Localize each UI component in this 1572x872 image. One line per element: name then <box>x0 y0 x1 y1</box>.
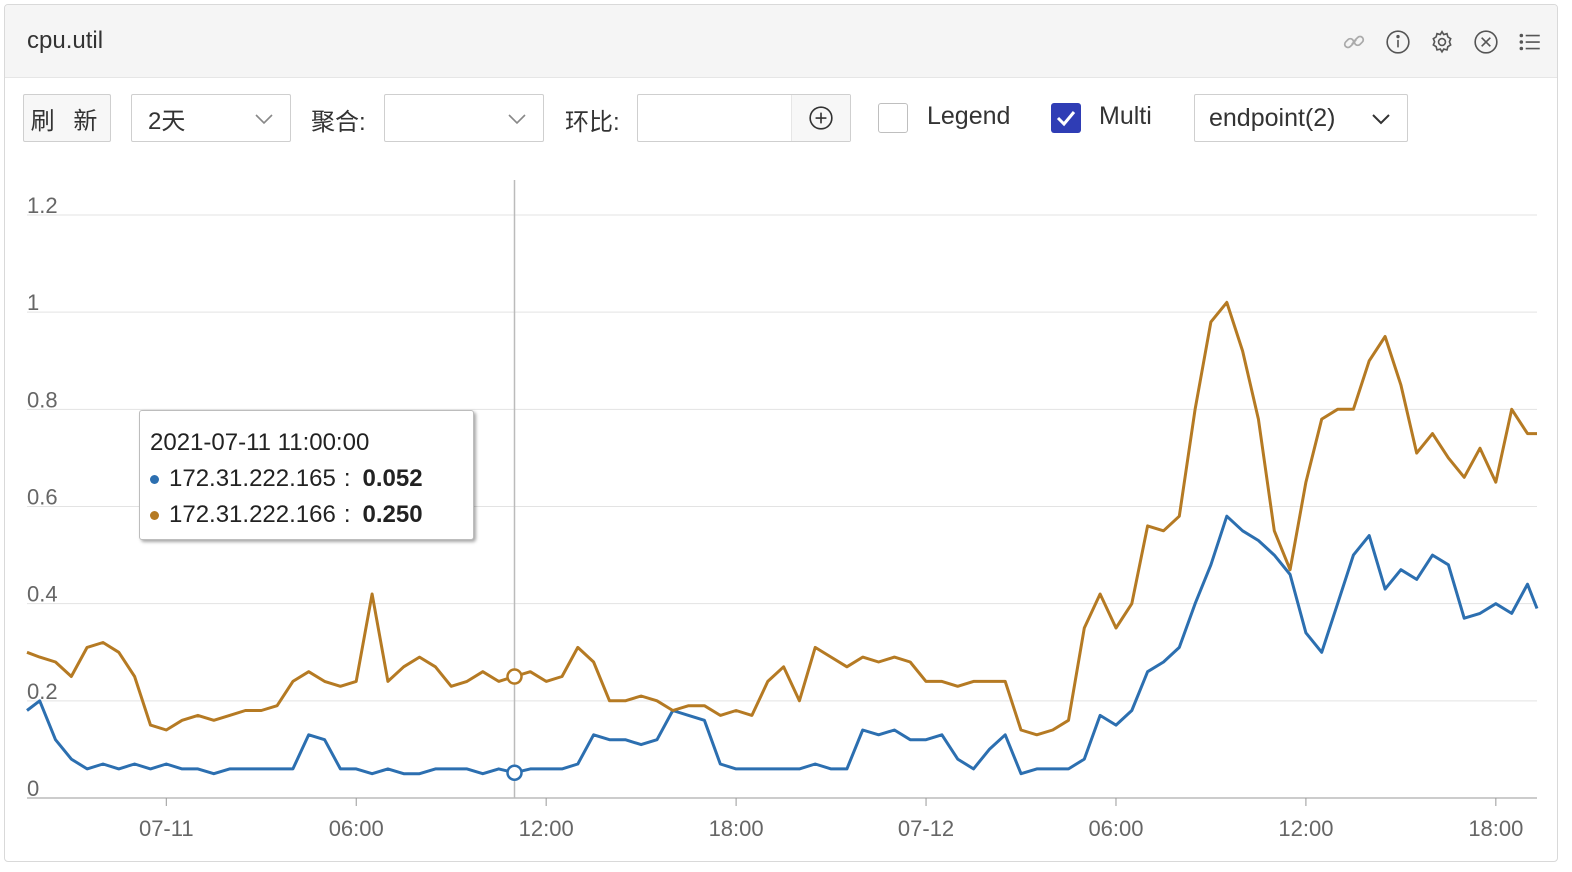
aggregation-label: 聚合: <box>311 109 366 136</box>
x-tick-label: 12:00 <box>1278 816 1333 841</box>
y-tick-label: 0.4 <box>27 582 58 607</box>
series-line <box>26 514 1539 776</box>
chevron-down-icon <box>255 114 273 125</box>
x-tick-label: 18:00 <box>709 816 764 841</box>
time-range-value: 2天 <box>148 107 186 135</box>
aggregation-select[interactable] <box>384 94 544 142</box>
refresh-button[interactable]: 刷 新 <box>23 94 111 142</box>
y-tick-label: 0.6 <box>27 485 58 510</box>
tooltip-series-name: 172.31.222.165 <box>169 465 336 492</box>
header-actions <box>1339 27 1545 57</box>
tooltip-time: 2021-07-11 11:00:00 <box>150 429 370 456</box>
add-compare-button[interactable] <box>791 95 850 141</box>
series-line <box>26 300 1537 737</box>
close-circle-icon[interactable] <box>1471 27 1501 57</box>
legend-checkbox-label: Legend <box>927 102 1011 130</box>
info-icon[interactable] <box>1383 27 1413 57</box>
y-tick-label: 1 <box>27 290 39 315</box>
tooltip-separator: : <box>343 465 351 492</box>
chart-tooltip: 2021-07-11 11:00:00 172.31.222.165 : 0.0… <box>139 410 474 540</box>
x-tick-label: 07-11 <box>139 816 194 841</box>
hover-point <box>506 668 523 685</box>
compare-label: 环比: <box>565 109 620 136</box>
panel-title: cpu.util <box>27 27 104 54</box>
plus-circle-icon <box>809 106 833 130</box>
x-tick-label: 06:00 <box>1088 816 1143 841</box>
tooltip-row: 172.31.222.166 : 0.250 <box>150 497 473 533</box>
tooltip-separator: : <box>343 501 351 528</box>
y-tick-label: 0.2 <box>27 679 58 704</box>
tooltip-row: 172.31.222.165 : 0.052 <box>150 461 473 497</box>
line-chart[interactable]: 0 0.2 0.4 0.6 0.8 1 1.2 07-11 06:00 12:00 18:00 07-… <box>5 5 1558 862</box>
x-tick-label: 07-12 <box>898 816 954 841</box>
multi-checkbox[interactable] <box>1051 103 1081 133</box>
checkmark-icon <box>1056 111 1076 127</box>
y-tick-label: 0.8 <box>27 387 58 412</box>
toolbar: 刷 新 2天 聚合: 环比: Legend Multi endpoint(2) <box>5 77 1557 157</box>
tooltip-series-value: 0.250 <box>362 501 423 528</box>
tooltip-series-name: 172.31.222.166 <box>169 501 336 528</box>
series-color-dot <box>150 510 159 520</box>
link-icon[interactable] <box>1339 27 1369 57</box>
series-color-dot <box>150 474 159 484</box>
y-tick-label: 0 <box>27 776 39 801</box>
x-tick-label: 18:00 <box>1468 816 1523 841</box>
endpoint-value: endpoint(2) <box>1209 103 1336 132</box>
endpoint-select[interactable]: endpoint(2) <box>1194 94 1408 142</box>
hover-point <box>506 764 523 781</box>
x-tick-label: 12:00 <box>519 816 574 841</box>
list-icon[interactable] <box>1515 27 1545 57</box>
x-tick-label: 06:00 <box>329 816 384 841</box>
compare-input[interactable] <box>637 94 851 142</box>
chevron-down-icon <box>508 114 526 125</box>
multi-checkbox-label: Multi <box>1099 102 1152 130</box>
time-range-select[interactable]: 2天 <box>131 94 291 142</box>
gear-icon[interactable] <box>1427 27 1457 57</box>
legend-checkbox[interactable] <box>878 103 908 133</box>
chart-panel: cpu.util 刷 新 2天 聚合: <box>4 4 1558 862</box>
tooltip-series-value: 0.052 <box>362 465 423 492</box>
panel-header: cpu.util <box>5 5 1557 78</box>
chevron-down-icon <box>1372 114 1390 125</box>
y-tick-label: 1.2 <box>27 193 58 218</box>
